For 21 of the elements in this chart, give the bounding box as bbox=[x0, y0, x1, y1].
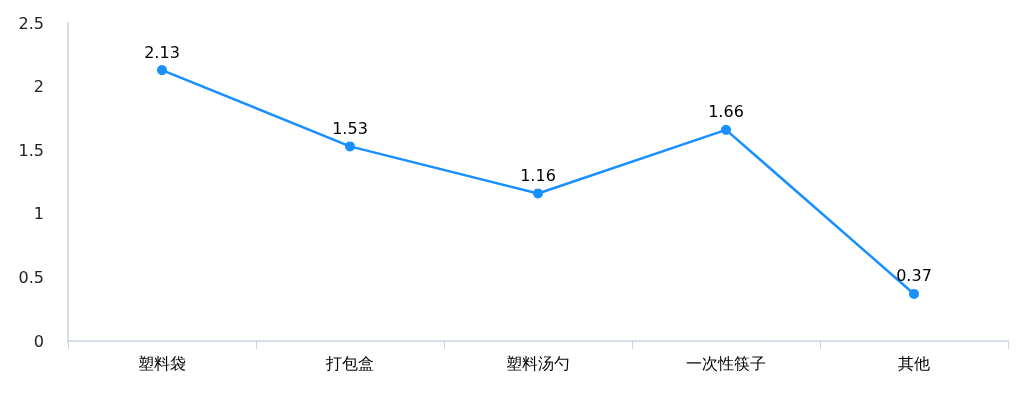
y-tick-label: 2 bbox=[33, 77, 44, 97]
x-tick-label: 其他 bbox=[898, 353, 930, 373]
y-tick-label: 1 bbox=[33, 204, 44, 224]
point bbox=[909, 288, 919, 299]
x-tick-label: 一次性筷子 bbox=[686, 353, 766, 373]
data-label: 1.53 bbox=[332, 118, 368, 138]
point bbox=[533, 188, 543, 199]
y-tick-label: 1.5 bbox=[18, 140, 44, 160]
data-label: 2.13 bbox=[144, 42, 180, 62]
data-label: 0.37 bbox=[896, 266, 932, 286]
y-tick-label: 2.5 bbox=[18, 13, 44, 33]
y-tick-label: 0 bbox=[33, 331, 44, 351]
data-label: 1.16 bbox=[520, 165, 556, 185]
x-tick-label: 打包盒 bbox=[325, 353, 374, 373]
x-tick-label: 塑料汤勺 bbox=[506, 353, 570, 373]
x-tick-label: 塑料袋 bbox=[138, 353, 186, 373]
y-tick-label: 0.5 bbox=[18, 267, 44, 287]
data-label: 1.66 bbox=[708, 102, 744, 122]
point bbox=[345, 141, 355, 152]
point bbox=[157, 65, 167, 76]
point bbox=[721, 124, 731, 135]
